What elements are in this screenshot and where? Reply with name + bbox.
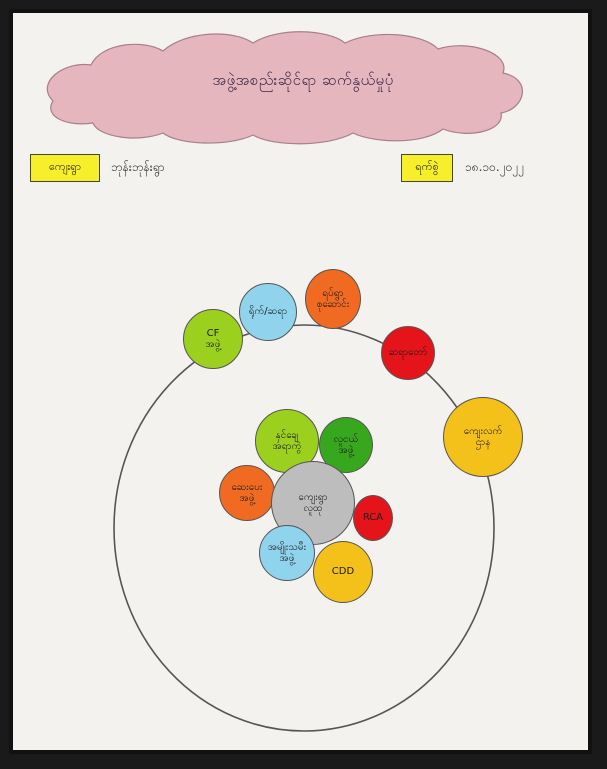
node-yellow-right: ကျေးလက် ဌာန — [443, 397, 523, 477]
village-label-box: ကျေးရွာ — [30, 154, 100, 182]
village-value: ဘုန်းဘုန်းရွာ — [111, 160, 165, 174]
node-orange-left: ဆေးပေး အဖွဲ့ — [219, 465, 275, 521]
node-cdd: CDD — [313, 541, 373, 603]
diagram-sheet: အဖွဲ့အစည်းဆိုင်ရာ ဆက်နွယ်မှုပုံ ကျေးရွာ … — [9, 9, 592, 754]
page-title: အဖွဲ့အစည်းဆိုင်ရာ ဆက်နွယ်မှုပုံ — [212, 71, 394, 89]
node-rca: RCA — [353, 495, 393, 541]
node-red-top: ဆရာတော် — [381, 326, 435, 380]
community-circle — [113, 324, 495, 732]
node-green-dark: လူငယ် အဖွဲ့ — [319, 417, 373, 473]
node-cf-group: CF အဖွဲ့ — [183, 309, 243, 369]
date-value: ၁၈.၁၀.၂၀၂၂ — [465, 160, 525, 174]
node-orange-top: ရပ်ရွာ စုဆောင်း — [305, 269, 361, 329]
date-label-box: ရက်စွဲ — [401, 154, 453, 182]
node-blue-bottom: အမျိုးသမီး အဖွဲ့ — [259, 525, 315, 581]
cloud-banner — [46, 31, 523, 732]
node-blue-top: ရိုက်/ဆရာ — [239, 283, 297, 341]
